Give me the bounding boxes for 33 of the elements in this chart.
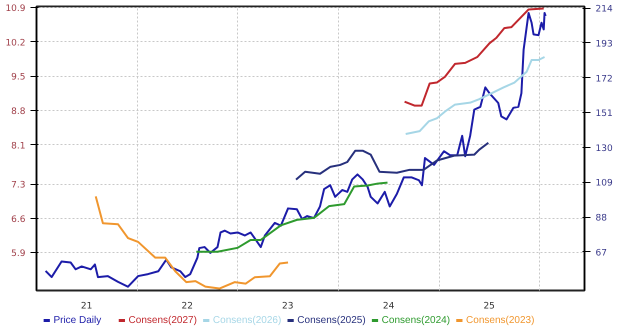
x-tick-label: 23 xyxy=(282,302,294,312)
legend-label: Consens(2026) xyxy=(212,315,282,326)
y-tick-label: 7.3 xyxy=(11,180,26,191)
line-series xyxy=(404,7,545,107)
y2-tick-label: 109 xyxy=(596,178,613,189)
y2-tick-label: 172 xyxy=(596,74,613,84)
legend-label: Consens(2024) xyxy=(382,315,450,326)
line-series xyxy=(94,195,290,290)
x-tick-label: 21 xyxy=(80,302,92,312)
y2-tick-label: 67 xyxy=(596,248,607,258)
legend-label: Price Daily xyxy=(53,315,102,326)
line-series xyxy=(44,12,547,288)
legend-label: Consens(2023) xyxy=(466,315,534,326)
y-tick-label: 9.5 xyxy=(11,72,26,83)
line-series xyxy=(404,56,546,136)
y2-tick-label: 130 xyxy=(596,144,613,154)
y-tick-label: 10.9 xyxy=(5,4,26,14)
legend-label: Consens(2025) xyxy=(297,315,366,326)
y2-tick-label: 151 xyxy=(596,109,613,120)
y2-tick-label: 214 xyxy=(596,4,613,15)
y-tick-label: 8.8 xyxy=(11,106,26,117)
x-tick-label: 25 xyxy=(483,302,495,312)
legend-label: Consens(2027) xyxy=(128,315,197,326)
y-tick-label: 8.1 xyxy=(11,141,26,152)
x-tick-label: 22 xyxy=(181,302,193,312)
y-tick-label: 10.2 xyxy=(5,38,26,48)
line-series xyxy=(195,182,389,253)
y2-tick-label: 88 xyxy=(596,214,608,224)
y-tick-label: 6.6 xyxy=(11,214,26,225)
line-series xyxy=(295,142,490,181)
y-tick-label: 5.9 xyxy=(11,249,26,260)
y2-tick-label: 193 xyxy=(596,39,613,50)
x-tick-label: 24 xyxy=(382,302,395,312)
